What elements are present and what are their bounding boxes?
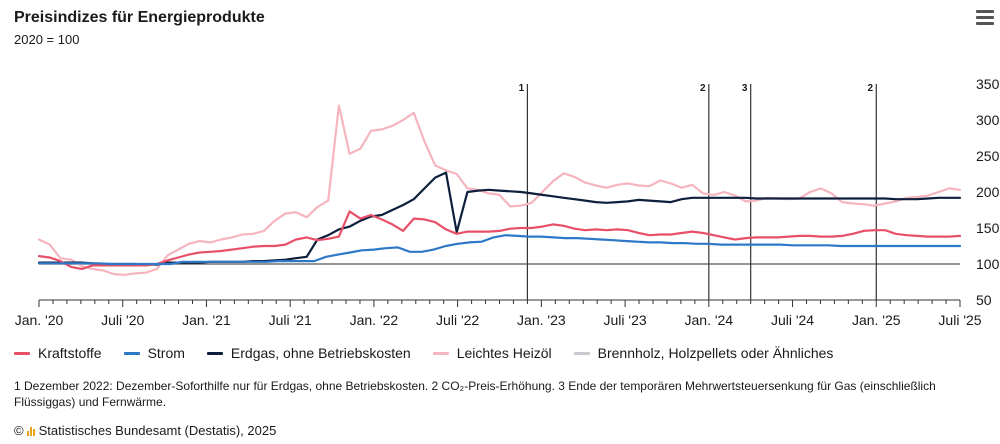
copyright-symbol: © [14,423,24,438]
legend-item[interactable]: Leichtes Heizöl [432,345,552,361]
x-axis: Jan. '20 Juli '20 Jan. '21 Juli '21 Jan. '22… [15,299,982,328]
series-line-kraftstoffe [37,210,962,271]
legend-item[interactable]: Brennholz, Holzpellets oder Ähnliches [573,345,834,361]
legend-label: Brennholz, Holzpellets oder Ähnliches [597,345,834,361]
annotation-label: 1 [519,83,525,94]
legend-label: Strom [147,345,185,361]
x-tick-label: Juli '20 [101,312,144,328]
x-tick-label: Jan. '20 [15,312,64,328]
chart-series [37,104,962,276]
legend-label: Erdgas, ohne Betriebskosten [230,345,411,361]
chart-footnote: 1 Dezember 2022: Dezember-Soforthilfe nu… [14,379,936,409]
x-tick-label: Juli '24 [771,312,814,328]
source-text: Statistisches Bundesamt (Destatis), 2025 [38,423,277,438]
legend-swatch [432,351,449,355]
annotation-label: 3 [742,83,748,94]
x-tick-label: Juli '22 [436,312,479,328]
chart-legend: Kraftstoffe Strom Erdgas, ohne Betriebskos… [14,345,855,361]
y-tick-label: 350 [976,76,1000,92]
y-tick-label: 200 [976,184,1000,200]
legend-item[interactable]: Kraftstoffe [14,345,102,361]
destatis-logo-icon [26,426,35,436]
x-tick-label: Jan. '24 [685,312,734,328]
x-tick-label: Jan. '25 [852,312,901,328]
legend-swatch [14,351,30,355]
series-line-strom [37,234,962,266]
y-tick-label: 300 [976,112,1000,128]
y-tick-label: 150 [976,220,1000,236]
legend-swatch [573,351,590,355]
legend-label: Leichtes Heizöl [456,345,552,361]
legend-item[interactable]: Strom [123,345,185,361]
chart-subtitle: 2020 = 100 [14,32,80,47]
chart-title: Preisindizes für Energieprodukte [14,9,265,26]
series-line-leichtes-heizöl [37,104,962,276]
x-tick-label: Juli '23 [604,312,647,328]
legend-item[interactable]: Erdgas, ohne Betriebskosten [206,345,411,361]
x-tick-label: Jan. '21 [182,312,231,328]
x-tick-label: Juli '21 [269,312,312,328]
x-tick-label: Jan. '23 [517,312,566,328]
x-tick-label: Juli '25 [938,312,981,328]
menu-icon[interactable] [976,10,994,26]
legend-label: Kraftstoffe [38,345,102,361]
y-axis: 50 100 150 200 250 300 350 [976,76,1000,308]
source-credit: © Statistisches Bundesamt (Destatis), 20… [14,423,276,438]
annotation-label: 2 [700,83,706,94]
annotation-label: 2 [867,83,873,94]
chart-annotations: 1 2 3 2 [519,83,877,300]
legend-swatch [123,351,140,355]
y-tick-label: 50 [976,292,992,308]
x-tick-label: Jan. '22 [350,312,399,328]
y-tick-label: 100 [976,256,1000,272]
legend-swatch [206,351,223,355]
y-tick-label: 250 [976,148,1000,164]
